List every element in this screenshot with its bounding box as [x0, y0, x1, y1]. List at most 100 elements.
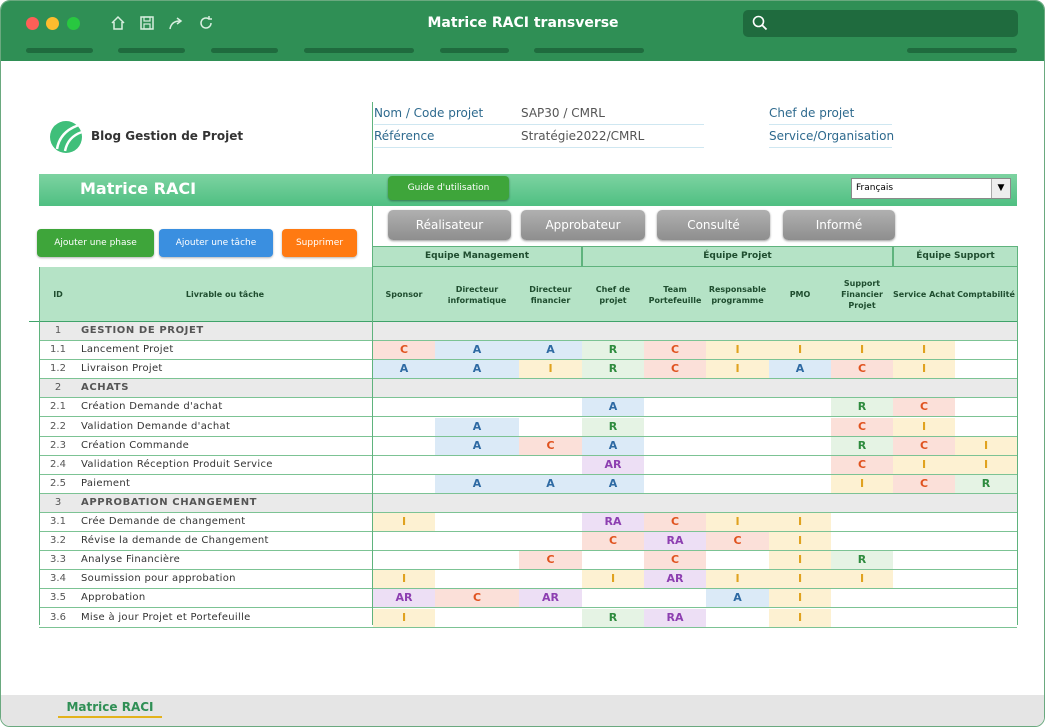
- raci-cell[interactable]: I: [769, 570, 831, 590]
- raci-cell[interactable]: [955, 551, 1017, 571]
- raci-cell[interactable]: [644, 475, 706, 494]
- raci-cell[interactable]: [955, 418, 1017, 437]
- raci-cell[interactable]: I: [769, 513, 831, 532]
- raci-cell[interactable]: AR: [582, 455, 644, 475]
- raci-cell[interactable]: [893, 551, 955, 571]
- raci-cell[interactable]: I: [769, 589, 831, 609]
- raci-cell[interactable]: [644, 418, 706, 437]
- add-phase-button[interactable]: Ajouter une phase: [37, 229, 154, 257]
- task-label[interactable]: Analyse Financière: [77, 551, 373, 571]
- raci-cell[interactable]: I: [769, 608, 831, 628]
- raci-cell[interactable]: [769, 418, 831, 437]
- raci-cell[interactable]: [955, 360, 1017, 380]
- raci-cell[interactable]: [893, 570, 955, 590]
- raci-cell[interactable]: I: [955, 455, 1017, 475]
- raci-cell[interactable]: C: [831, 360, 893, 380]
- raci-cell[interactable]: [769, 475, 831, 494]
- raci-cell[interactable]: [831, 532, 893, 552]
- raci-cell[interactable]: C: [644, 513, 706, 532]
- raci-cell[interactable]: [893, 513, 955, 532]
- toolbar-tab[interactable]: [211, 48, 278, 53]
- role-consulte-button[interactable]: Consulté: [657, 210, 770, 240]
- raci-cell[interactable]: I: [769, 532, 831, 552]
- task-label[interactable]: Livraison Projet: [77, 360, 373, 380]
- raci-cell[interactable]: I: [706, 570, 769, 590]
- raci-cell[interactable]: [769, 398, 831, 418]
- raci-cell[interactable]: [706, 475, 769, 494]
- raci-cell[interactable]: I: [519, 360, 582, 380]
- raci-cell[interactable]: I: [373, 513, 435, 532]
- raci-cell[interactable]: I: [893, 455, 955, 475]
- raci-cell[interactable]: [955, 398, 1017, 418]
- task-label[interactable]: Lancement Projet: [77, 341, 373, 361]
- raci-cell[interactable]: [706, 398, 769, 418]
- raci-cell[interactable]: I: [373, 570, 435, 590]
- task-label[interactable]: Mise à jour Projet et Portefeuille: [77, 609, 373, 628]
- raci-cell[interactable]: RA: [644, 532, 706, 552]
- raci-cell[interactable]: A: [435, 341, 519, 361]
- task-label[interactable]: Création Demande d'achat: [77, 398, 373, 418]
- task-label[interactable]: Validation Demande d'achat: [77, 418, 373, 437]
- raci-cell[interactable]: [893, 609, 955, 628]
- raci-cell[interactable]: R: [582, 608, 644, 628]
- raci-cell[interactable]: I: [706, 513, 769, 532]
- raci-cell[interactable]: C: [644, 341, 706, 361]
- raci-cell[interactable]: [706, 456, 769, 475]
- raci-cell[interactable]: R: [582, 360, 644, 380]
- role-informe-button[interactable]: Informé: [783, 210, 895, 240]
- raci-cell[interactable]: [373, 437, 435, 456]
- raci-cell[interactable]: [435, 609, 519, 628]
- raci-cell[interactable]: A: [435, 474, 519, 494]
- search-field[interactable]: [743, 10, 1018, 37]
- raci-cell[interactable]: I: [706, 360, 769, 380]
- raci-cell[interactable]: [582, 551, 644, 571]
- raci-cell[interactable]: A: [706, 589, 769, 609]
- raci-cell[interactable]: R: [582, 341, 644, 361]
- raci-cell[interactable]: C: [644, 551, 706, 571]
- raci-cell[interactable]: C: [519, 436, 582, 456]
- raci-cell[interactable]: I: [893, 360, 955, 380]
- raci-cell[interactable]: [955, 341, 1017, 361]
- raci-cell[interactable]: I: [831, 474, 893, 494]
- raci-cell[interactable]: [373, 532, 435, 552]
- raci-cell[interactable]: [435, 398, 519, 418]
- raci-cell[interactable]: I: [831, 570, 893, 590]
- delete-button[interactable]: Supprimer: [282, 229, 357, 257]
- raci-cell[interactable]: [893, 589, 955, 609]
- raci-cell[interactable]: C: [519, 551, 582, 571]
- minimize-window-button[interactable]: [46, 17, 59, 30]
- share-icon[interactable]: [167, 14, 185, 32]
- raci-cell[interactable]: I: [955, 436, 1017, 456]
- raci-cell[interactable]: [582, 589, 644, 609]
- raci-cell[interactable]: [373, 551, 435, 571]
- sheet-tab[interactable]: Matrice RACI: [58, 700, 162, 718]
- raci-cell[interactable]: I: [893, 341, 955, 361]
- raci-cell[interactable]: I: [706, 341, 769, 361]
- raci-cell[interactable]: [644, 456, 706, 475]
- raci-cell[interactable]: R: [831, 398, 893, 418]
- raci-cell[interactable]: C: [831, 417, 893, 437]
- task-label[interactable]: Validation Réception Produit Service: [77, 456, 373, 475]
- raci-cell[interactable]: [519, 398, 582, 418]
- raci-cell[interactable]: I: [831, 341, 893, 361]
- raci-cell[interactable]: [831, 609, 893, 628]
- raci-cell[interactable]: [831, 589, 893, 609]
- raci-cell[interactable]: [955, 589, 1017, 609]
- home-icon[interactable]: [109, 14, 127, 32]
- raci-cell[interactable]: C: [644, 360, 706, 380]
- raci-cell[interactable]: A: [582, 436, 644, 456]
- raci-cell[interactable]: [706, 609, 769, 628]
- raci-cell[interactable]: AR: [373, 589, 435, 609]
- raci-cell[interactable]: A: [373, 360, 435, 380]
- raci-cell[interactable]: [644, 398, 706, 418]
- task-label[interactable]: Création Commande: [77, 437, 373, 456]
- raci-cell[interactable]: [519, 609, 582, 628]
- raci-cell[interactable]: [373, 398, 435, 418]
- task-label[interactable]: Soumission pour approbation: [77, 570, 373, 590]
- phase-title[interactable]: GESTION DE PROJET: [77, 322, 373, 341]
- raci-cell[interactable]: I: [893, 417, 955, 437]
- raci-cell[interactable]: [519, 532, 582, 552]
- raci-cell[interactable]: A: [519, 474, 582, 494]
- task-label[interactable]: Paiement: [77, 475, 373, 494]
- role-realisateur-button[interactable]: Réalisateur: [388, 210, 511, 240]
